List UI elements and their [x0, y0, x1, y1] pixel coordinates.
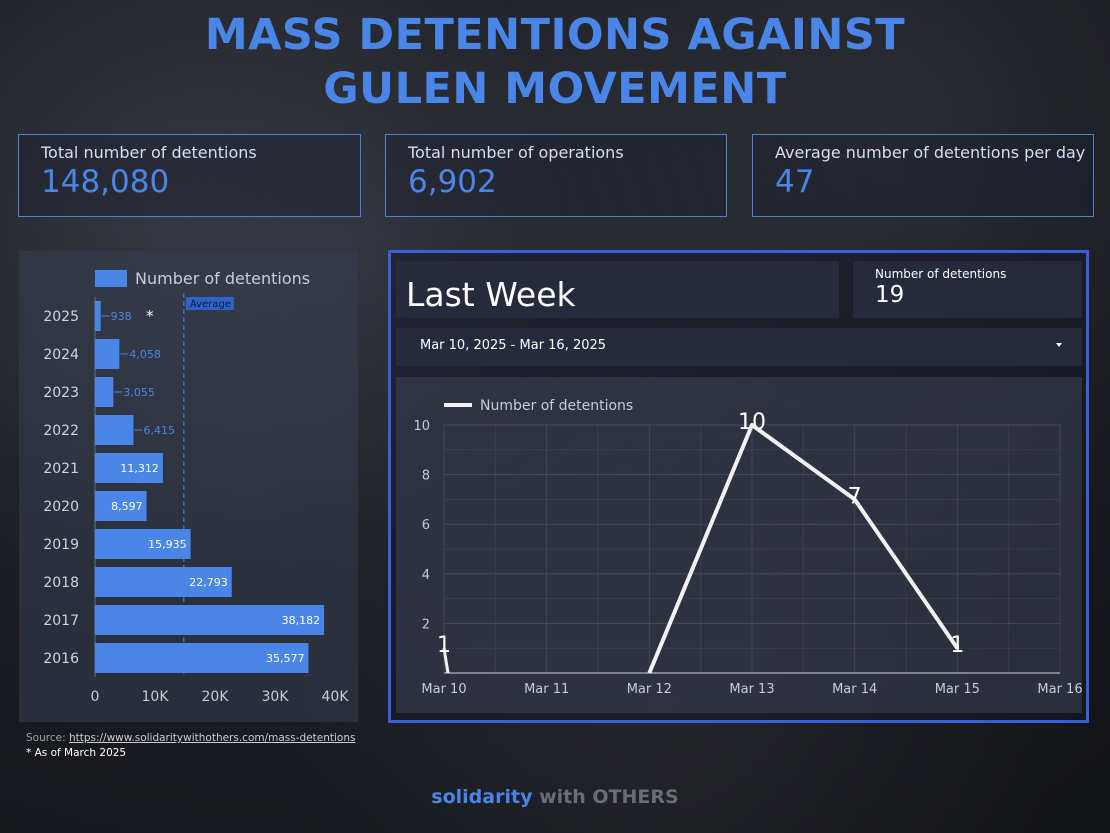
bar	[95, 567, 232, 597]
bar-value-label: 35,577	[266, 652, 305, 665]
year-label: 2021	[43, 461, 79, 477]
series-point-stub	[442, 647, 450, 674]
bar-value-label: 938	[111, 310, 132, 323]
kpi-average-per-day: Average number of detentions per day 47	[752, 134, 1094, 217]
average-label: Average	[190, 299, 231, 310]
yearly-detentions-chart: Number of detentions 2025 938 2024 4,058 2023…	[43, 269, 350, 705]
year-label: 2016	[43, 651, 79, 667]
x-tick-label: 40K	[322, 689, 350, 705]
weekly-detentions-scorecard: Number of detentions 19	[853, 261, 1082, 318]
y-tick-label: 4	[422, 568, 430, 583]
kpi-total-detentions: Total number of detentions 148,080	[18, 134, 361, 217]
page-title: MASS DETENTIONS AGAINST GULEN MOVEMENT	[0, 8, 1110, 116]
kpi-label: Average number of detentions per day	[775, 143, 1086, 162]
kpi-label: Total number of operations	[408, 143, 624, 162]
year-label: 2017	[43, 613, 79, 629]
scorecard-value: 19	[875, 282, 905, 308]
x-tick-label: Mar 15	[935, 682, 980, 697]
point-label: 7	[848, 484, 862, 509]
source-note: Source: https://www.solidaritywithothers…	[26, 732, 355, 744]
y-tick-label: 10	[413, 419, 430, 434]
source-label: Source:	[26, 732, 69, 744]
last-week-title: Last Week	[406, 275, 576, 314]
x-tick-label: Mar 10	[421, 682, 466, 697]
last-week-header: Last Week	[396, 261, 839, 318]
bar	[95, 605, 325, 635]
x-tick-label: 10K	[142, 689, 170, 705]
y-tick-label: 6	[422, 518, 430, 533]
x-tick-label: Mar 13	[729, 682, 774, 697]
legend-label: Number of detentions	[480, 398, 633, 414]
bar-value-label: 4,058	[129, 348, 161, 361]
y-tick-label: 2	[422, 617, 430, 632]
bar-value-label: 3,055	[123, 386, 155, 399]
title-line-1: MASS DETENTIONS AGAINST	[204, 10, 906, 60]
bar	[95, 491, 147, 521]
bar-value-label: 15,935	[148, 538, 187, 551]
bar	[95, 529, 191, 559]
kpi-label: Total number of detentions	[41, 143, 257, 162]
point-label: 1	[950, 633, 964, 658]
x-tick-label: Mar 14	[832, 682, 877, 697]
year-label: 2019	[43, 537, 79, 553]
as-of-star: *	[146, 307, 154, 325]
point-label: 10	[738, 410, 766, 435]
x-tick-label: 20K	[202, 689, 230, 705]
point-label: 1	[437, 633, 451, 658]
title-line-2: GULEN MOVEMENT	[323, 64, 787, 114]
bar-value-label: 22,793	[189, 576, 228, 589]
date-range-selector[interactable]: Mar 10, 2025 - Mar 16, 2025	[396, 328, 1082, 366]
average-label-bg	[185, 297, 234, 310]
daily-detentions-chart: 2 4 6 8 10 Mar 10 Mar 11 Mar 12 Mar 13 Mar 14 Mar …	[413, 398, 1082, 697]
daily-detentions-chart-panel: 2 4 6 8 10 Mar 10 Mar 11 Mar 12 Mar 13 Mar 14 Mar …	[396, 377, 1083, 713]
year-label: 2024	[43, 347, 79, 363]
x-tick-label: Mar 12	[627, 682, 672, 697]
kpi-total-operations: Total number of operations 6,902	[385, 134, 727, 217]
bar	[95, 415, 134, 445]
year-label: 2025	[43, 309, 79, 325]
bar-value-label: 11,312	[120, 462, 159, 475]
x-tick-label: 0	[91, 689, 100, 705]
year-label: 2018	[43, 575, 79, 591]
legend-label: Number of detentions	[135, 269, 310, 288]
legend-swatch	[95, 270, 127, 287]
x-tick-label: 30K	[262, 689, 290, 705]
x-tick-label: Mar 16	[1037, 682, 1082, 697]
bar	[95, 453, 163, 483]
kpi-value: 148,080	[41, 164, 170, 200]
y-tick-label: 8	[422, 469, 430, 484]
brand-logo: solidarity with OTHERS	[0, 786, 1110, 808]
year-label: 2020	[43, 499, 79, 515]
bar	[95, 643, 309, 673]
bar-value-label: 38,182	[282, 614, 321, 627]
chevron-down-icon[interactable]	[1056, 343, 1062, 347]
bar	[95, 301, 101, 331]
bar	[95, 339, 120, 369]
scorecard-label: Number of detentions	[875, 267, 1007, 281]
series-line	[647, 423, 959, 674]
kpi-value: 6,902	[408, 164, 497, 200]
bar-value-label: 6,415	[143, 424, 175, 437]
source-link[interactable]: https://www.solidaritywithothers.com/mas…	[68, 732, 356, 744]
brand-text-solidarity: solidarity	[431, 786, 533, 808]
last-week-panel: Last Week Number of detentions 19 Mar 10…	[388, 250, 1089, 723]
date-range-value: Mar 10, 2025 - Mar 16, 2025	[420, 338, 607, 353]
x-tick-label: Mar 11	[524, 682, 569, 697]
brand-text-others: with OTHERS	[532, 786, 679, 808]
as-of-note: * As of March 2025	[26, 747, 127, 759]
year-label: 2022	[43, 423, 79, 439]
bar-value-label: 8,597	[111, 500, 143, 513]
yearly-detentions-chart-panel: Number of detentions 2025 938 2024 4,058 2023…	[19, 251, 358, 722]
bar	[95, 377, 114, 407]
kpi-value: 47	[775, 164, 815, 200]
year-label: 2023	[43, 385, 79, 401]
